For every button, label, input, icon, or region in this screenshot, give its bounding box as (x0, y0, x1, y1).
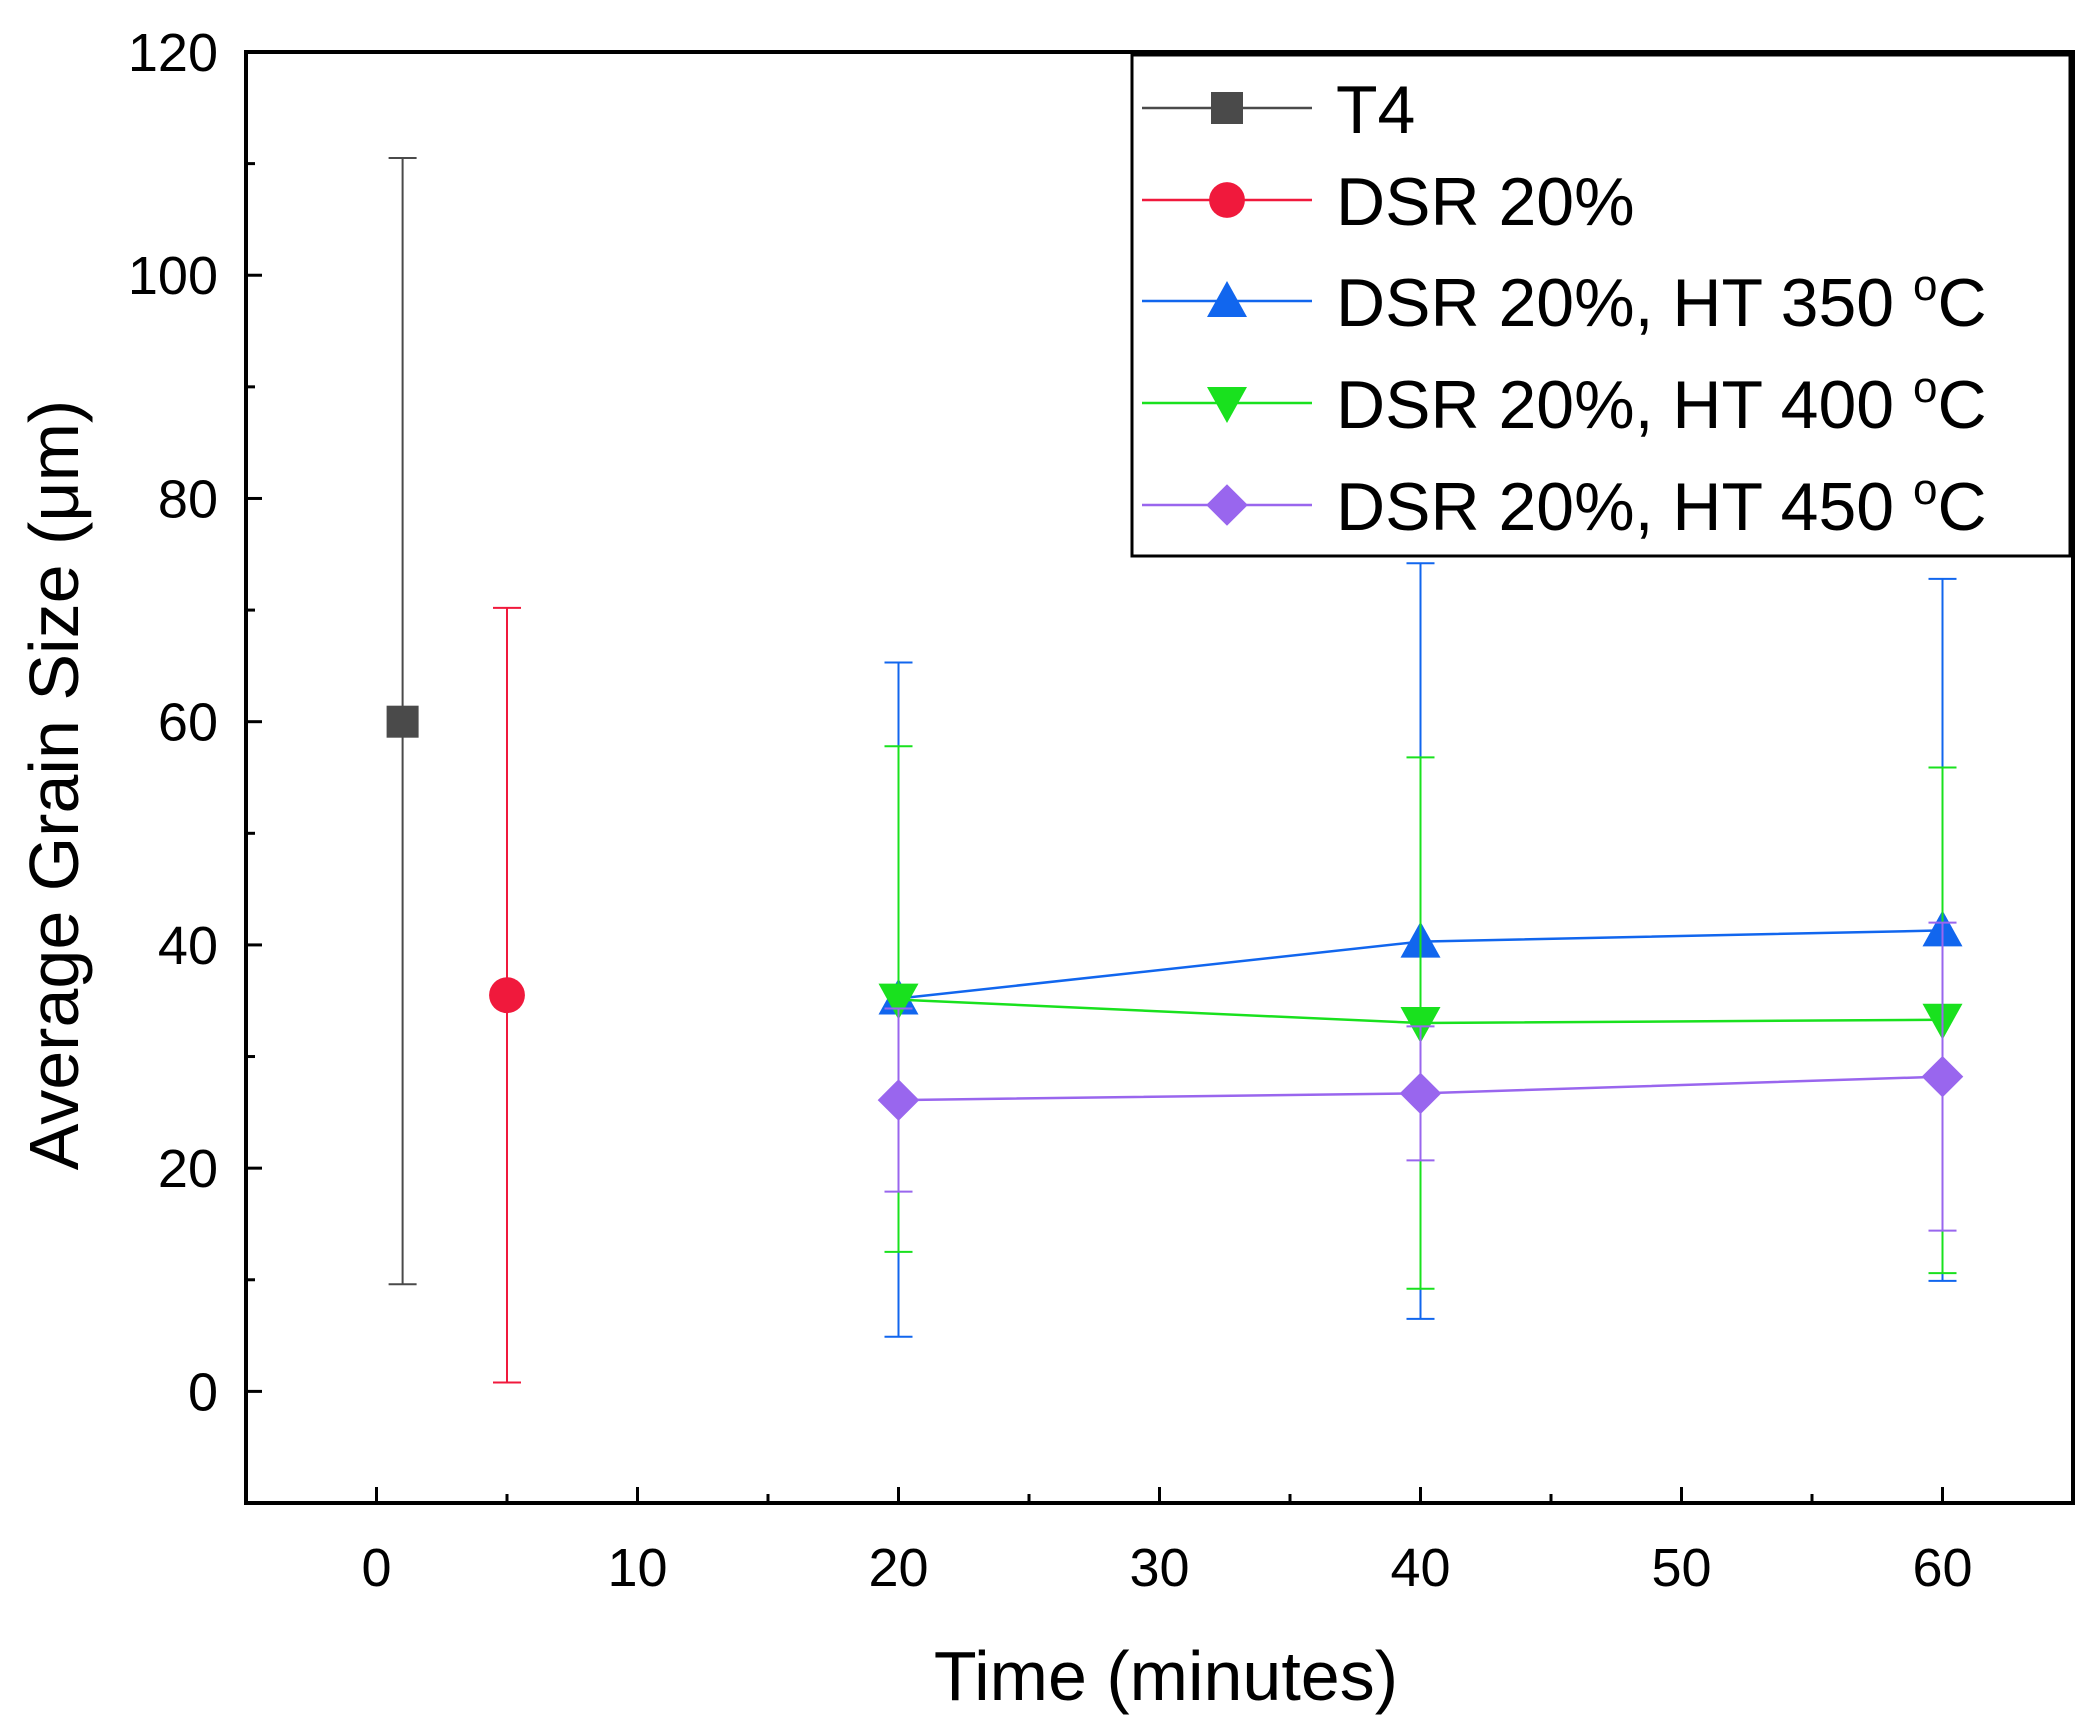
data-point-4-0 (877, 1079, 920, 1121)
y-axis-title: Average Grain Size (μm) (15, 400, 93, 1170)
data-point-4-1 (1399, 1072, 1442, 1115)
y-tick-label-0: 0 (188, 1362, 218, 1422)
x-tick-label-4: 40 (1390, 1538, 1450, 1598)
axes-layer: 0 10 20 30 40 50 60 0 20 40 60 80 100 120 (128, 23, 2075, 1598)
y-tick-label-4: 80 (158, 469, 218, 529)
data-point-1-0 (489, 977, 525, 1014)
y-tick-label-5: 100 (128, 246, 218, 306)
series-0 (386, 157, 419, 1286)
legend-marker-0 (1211, 92, 1243, 124)
y-tick-label-6: 120 (128, 23, 218, 83)
legend: T4 DSR 20% DSR 20%, HT 350 oC DSR 20%, HT 4… (1130, 53, 2072, 558)
legend-marker-4 (1206, 484, 1248, 526)
legend-label-3: DSR 20%, HT 400 oC (1336, 363, 1987, 443)
x-tick-label-0: 0 (361, 1538, 391, 1598)
data-point-4-2 (1921, 1055, 1964, 1098)
x-tick-label-1: 10 (607, 1538, 667, 1598)
legend-box (1130, 53, 2072, 558)
data-point-3-1 (1400, 1007, 1441, 1044)
data-point-3-0 (878, 983, 919, 1020)
y-tick-label-1: 20 (158, 1139, 218, 1199)
legend-label-2: DSR 20%, HT 350 oC (1336, 261, 1987, 341)
y-tick-label-2: 40 (158, 916, 218, 976)
x-tick-label-2: 20 (868, 1538, 928, 1598)
plot-layer (386, 157, 1964, 1384)
x-tick-label-5: 50 (1651, 1538, 1711, 1598)
legend-marker-2 (1207, 281, 1247, 317)
legend-label-4: DSR 20%, HT 450 oC (1336, 465, 1987, 545)
series-4 (877, 921, 1964, 1232)
legend-label-1: DSR 20% (1336, 164, 1635, 240)
x-tick-label-3: 30 (1129, 1538, 1189, 1598)
x-axis-title: Time (minutes) (934, 1637, 1398, 1715)
legend-marker-1 (1209, 182, 1245, 218)
data-point-0-0 (386, 705, 419, 738)
legend-marker-3 (1207, 387, 1247, 423)
series-3 (878, 745, 1963, 1290)
legend-label-0: T4 (1336, 72, 1415, 148)
series-1 (489, 606, 525, 1384)
x-tick-label-6: 60 (1912, 1538, 1972, 1598)
y-tick-label-3: 60 (158, 693, 218, 753)
